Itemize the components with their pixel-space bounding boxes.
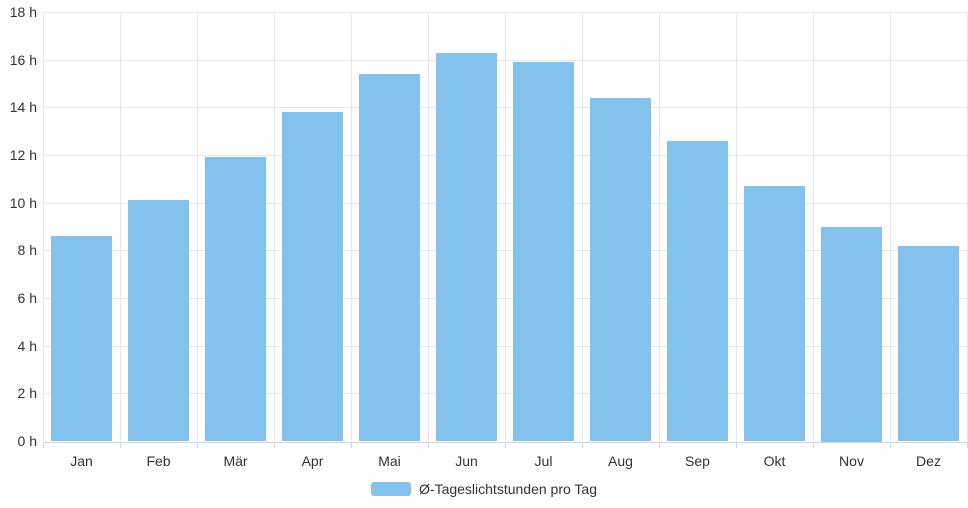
legend-item[interactable]: Ø-Tageslichtstunden pro Tag xyxy=(0,481,968,497)
x-gridline xyxy=(890,12,891,441)
x-axis-line xyxy=(43,442,967,443)
x-gridline xyxy=(197,12,198,441)
bar-dez[interactable] xyxy=(898,246,959,441)
x-gridline xyxy=(736,12,737,441)
x-gridline xyxy=(351,12,352,441)
x-axis-label: Okt xyxy=(763,453,786,469)
x-gridline xyxy=(659,12,660,441)
x-gridline xyxy=(582,12,583,441)
x-axis-label: Jun xyxy=(455,453,478,469)
x-axis-tick xyxy=(736,442,737,448)
x-axis-tick xyxy=(274,442,275,448)
y-axis-label: 18 h xyxy=(9,4,37,20)
x-axis-label: Aug xyxy=(608,453,633,469)
y-axis-label: 14 h xyxy=(9,99,37,115)
y-axis-label: 8 h xyxy=(17,242,37,258)
y-axis-label: 10 h xyxy=(9,195,37,211)
bar-mär[interactable] xyxy=(205,157,266,441)
bar-jul[interactable] xyxy=(513,62,574,441)
y-axis-label: 6 h xyxy=(17,290,37,306)
x-axis-tick xyxy=(659,442,660,448)
x-axis-tick xyxy=(813,442,814,448)
y-axis-label: 4 h xyxy=(17,338,37,354)
x-axis-tick xyxy=(428,442,429,448)
x-gridline xyxy=(813,12,814,441)
y-axis-label: 0 h xyxy=(17,433,37,449)
x-axis-label: Dez xyxy=(916,453,941,469)
y-axis-label: 16 h xyxy=(9,52,37,68)
x-axis-tick xyxy=(120,442,121,448)
x-axis-tick xyxy=(197,442,198,448)
legend-series-marker xyxy=(371,482,412,496)
x-gridline xyxy=(274,12,275,441)
x-axis-label: Apr xyxy=(301,453,324,469)
x-axis-label: Mär xyxy=(223,453,248,469)
x-axis-tick xyxy=(582,442,583,448)
bar-okt[interactable] xyxy=(744,186,805,441)
legend-series-label: Ø-Tageslichtstunden pro Tag xyxy=(419,481,597,497)
bar-feb[interactable] xyxy=(128,200,189,441)
x-axis-tick xyxy=(43,442,44,448)
x-axis-tick xyxy=(351,442,352,448)
bar-jan[interactable] xyxy=(51,236,112,441)
x-axis-label: Sep xyxy=(685,453,710,469)
x-axis-label: Jan xyxy=(70,453,93,469)
x-gridline xyxy=(505,12,506,441)
x-axis-tick xyxy=(890,442,891,448)
x-axis-label: Feb xyxy=(146,453,171,469)
y-axis-label: 12 h xyxy=(9,147,37,163)
bar-mai[interactable] xyxy=(359,74,420,441)
bar-jun[interactable] xyxy=(436,53,497,441)
x-axis-label: Mai xyxy=(378,453,401,469)
bar-sep[interactable] xyxy=(667,141,728,441)
x-axis-tick xyxy=(505,442,506,448)
bar-apr[interactable] xyxy=(282,112,343,441)
x-axis-label: Jul xyxy=(534,453,553,469)
y-axis-label: 2 h xyxy=(17,385,37,401)
bar-nov[interactable] xyxy=(821,227,882,442)
x-gridline xyxy=(428,12,429,441)
x-gridline xyxy=(120,12,121,441)
bar-aug[interactable] xyxy=(590,98,651,441)
x-axis-label: Nov xyxy=(839,453,864,469)
x-gridline xyxy=(43,12,44,441)
